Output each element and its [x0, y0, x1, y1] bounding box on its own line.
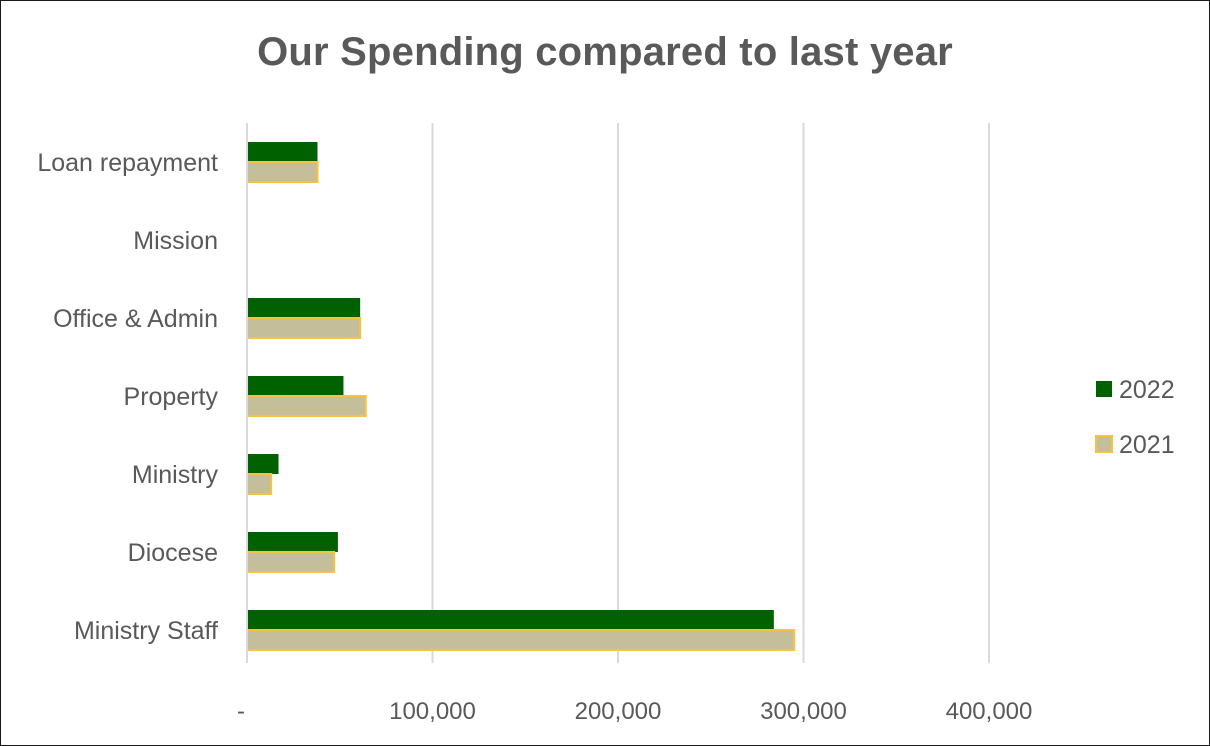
legend-swatch-2022	[1096, 381, 1112, 397]
bar-2021-office-and-admin	[246, 317, 362, 339]
chart-title: Our Spending compared to last year	[257, 30, 953, 74]
legend-label-2022: 2022	[1119, 376, 1175, 404]
category-label-office-and-admin: Office & Admin	[53, 305, 218, 333]
x-tick-label: -	[237, 698, 245, 725]
bar-2021-diocese	[246, 551, 336, 573]
bar-2021-loan-repayment	[246, 161, 319, 183]
x-tick-label: 200,000	[575, 698, 662, 725]
category-label-property: Property	[124, 383, 219, 411]
bar-2022-ministry-staff	[247, 610, 774, 630]
x-tick-label: 100,000	[389, 698, 476, 725]
category-label-diocese: Diocese	[128, 539, 218, 567]
bar-2022-loan-repayment	[247, 142, 318, 162]
bar-2022-office-and-admin	[247, 298, 361, 318]
legend-swatch-2021	[1095, 435, 1113, 453]
x-axis-tick-labels: - 100,000 200,000 300,000 400,000	[237, 698, 1032, 725]
bar-2022-property	[247, 376, 344, 396]
bar-2022-diocese	[247, 532, 338, 552]
legend-label-2021: 2021	[1119, 431, 1175, 459]
bar-2021-ministry-staff	[246, 629, 796, 651]
y-axis: Loan repayment Mission Office & Admin Prope…	[37, 123, 248, 663]
legend: 2022 2021	[1095, 376, 1175, 459]
bar-2021-property	[246, 395, 367, 417]
category-label-ministry: Ministry	[132, 461, 219, 489]
category-label-ministry-staff: Ministry Staff	[74, 617, 218, 645]
x-tick-label: 300,000	[760, 698, 847, 725]
category-label-mission: Mission	[133, 227, 218, 255]
bars	[246, 142, 796, 651]
category-label-loan-repayment: Loan repayment	[37, 149, 218, 177]
gridlines	[431, 123, 990, 663]
bar-2021-ministry	[246, 473, 273, 495]
x-tick-label: 400,000	[946, 698, 1033, 725]
bar-2022-ministry	[247, 454, 279, 474]
